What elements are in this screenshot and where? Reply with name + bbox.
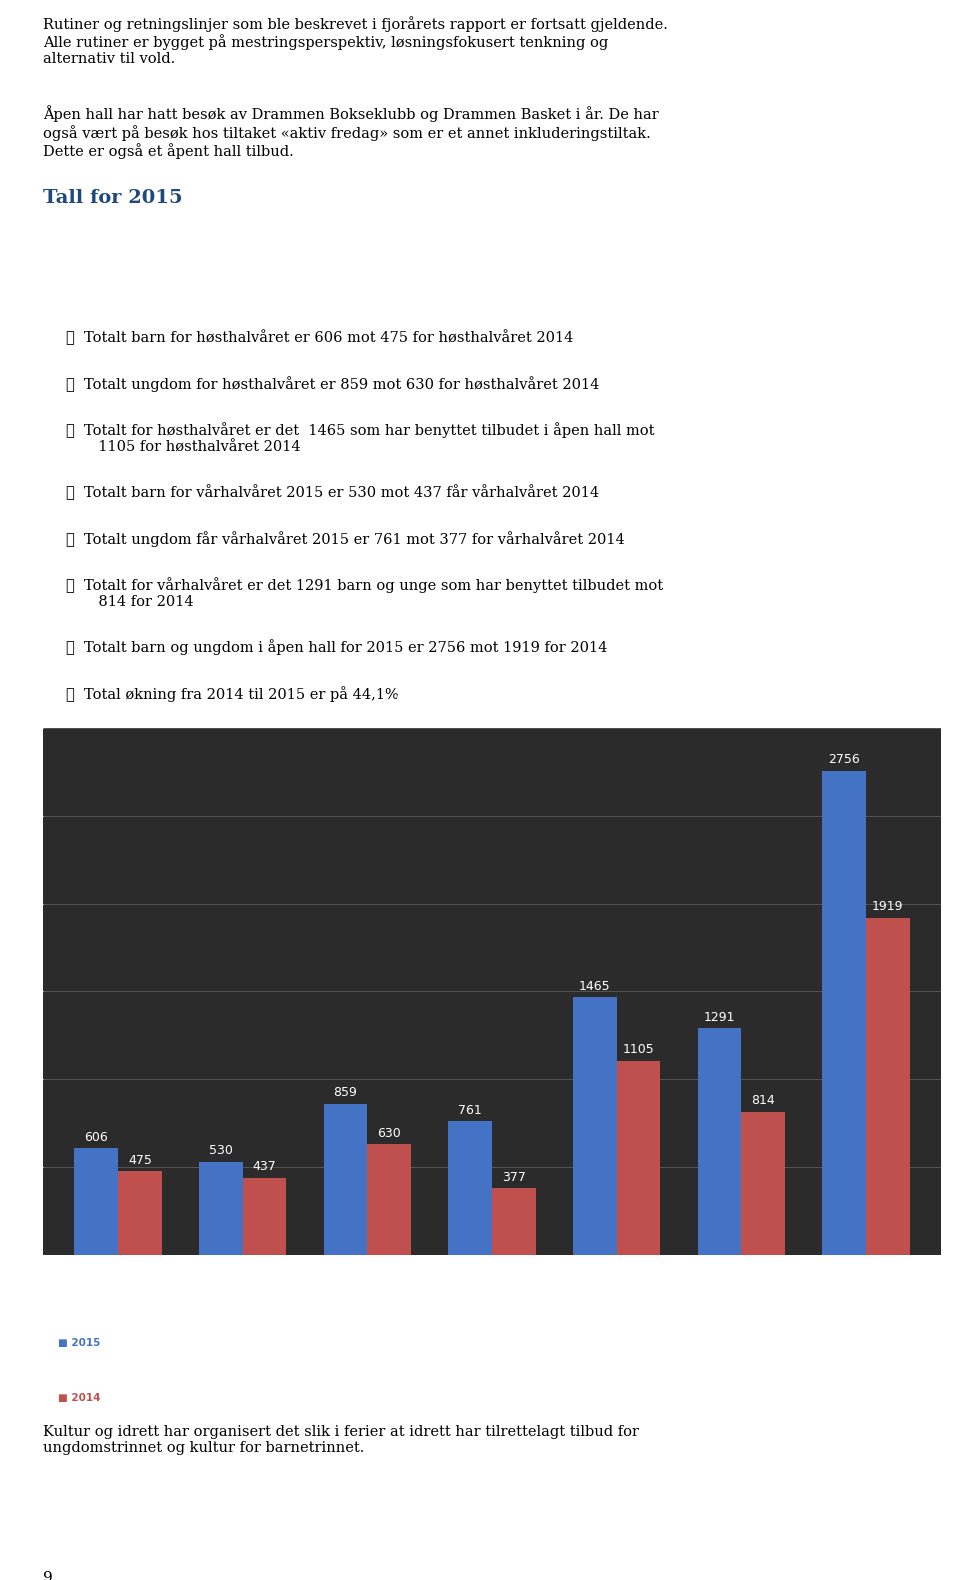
Text: Kultur og idrett har organisert det slik i ferier at idrett har tilrettelagt til: Kultur og idrett har organisert det slik… <box>43 1425 639 1455</box>
Text: 630: 630 <box>377 1127 401 1139</box>
Text: ➤  Totalt for vårhalvåret er det 1291 barn og unge som har benyttet tilbudet mot: ➤ Totalt for vårhalvåret er det 1291 bar… <box>65 577 662 610</box>
Bar <box>866 918 910 1255</box>
Text: ➤  Totalt ungdom for høsthalvåret er 859 mot 630 for høsthalvåret 2014: ➤ Totalt ungdom for høsthalvåret er 859 … <box>65 376 599 392</box>
Text: 814: 814 <box>753 1390 775 1405</box>
Text: Rutiner og retningslinjer som ble beskrevet i fjorårets rapport er fortsatt gjel: Rutiner og retningslinjer som ble beskre… <box>43 16 668 66</box>
Text: ➤  Totalt barn for vårhalvåret 2015 er 530 mot 437 får vårhalvåret 2014: ➤ Totalt barn for vårhalvåret 2015 er 53… <box>65 485 599 501</box>
Bar <box>74 1149 118 1255</box>
Text: 1919: 1919 <box>872 901 903 913</box>
Bar <box>243 1177 286 1255</box>
Text: 630: 630 <box>398 1390 421 1405</box>
Bar <box>199 1161 243 1255</box>
Text: Totalt Høst: Totalt Høst <box>616 1280 676 1291</box>
Text: 1465: 1465 <box>579 980 611 994</box>
Text: ➤  Total økning fra 2014 til 2015 er på 44,1%: ➤ Total økning fra 2014 til 2015 er på 4… <box>65 686 398 702</box>
Text: ➤  Totalt barn for høsthalvåret er 606 mot 475 for høsthalvåret 2014: ➤ Totalt barn for høsthalvåret er 606 mo… <box>65 330 573 344</box>
Text: ➤  Totalt for høsthalvåret er det  1465 som har benyttet tilbudet i åpen hall mo: ➤ Totalt for høsthalvåret er det 1465 so… <box>65 422 654 453</box>
Text: Ungdom Vår: Ungdom Vår <box>493 1280 563 1291</box>
Text: 859: 859 <box>333 1087 357 1100</box>
Bar <box>118 1171 161 1255</box>
Text: 475: 475 <box>128 1153 152 1166</box>
Bar <box>616 1060 660 1255</box>
Text: 606: 606 <box>163 1337 185 1349</box>
Text: 437: 437 <box>280 1390 303 1405</box>
Text: 761: 761 <box>516 1337 540 1349</box>
Text: 377: 377 <box>516 1390 540 1405</box>
Text: 859: 859 <box>398 1337 421 1349</box>
Text: ■ 2015: ■ 2015 <box>58 1338 100 1348</box>
Bar <box>741 1112 785 1255</box>
Bar <box>448 1120 492 1255</box>
Text: 2756: 2756 <box>867 1337 897 1349</box>
Text: Barn Høst: Barn Høst <box>147 1280 202 1291</box>
Text: 1465: 1465 <box>631 1337 660 1349</box>
Text: 437: 437 <box>252 1160 276 1174</box>
Title: ÅPEN HALL FJELL: ÅPEN HALL FJELL <box>392 694 592 719</box>
Bar <box>823 771 866 1255</box>
Text: 606: 606 <box>84 1131 108 1144</box>
Text: ➤  Totalt barn og ungdom i åpen hall for 2015 er 2756 mot 1919 for 2014: ➤ Totalt barn og ungdom i åpen hall for … <box>65 640 607 656</box>
Text: 814: 814 <box>752 1095 775 1108</box>
Text: 1291: 1291 <box>749 1337 779 1349</box>
Text: ➤  Totalt ungdom får vårhalvåret 2015 er 761 mot 377 for vårhalvåret 2014: ➤ Totalt ungdom får vårhalvåret 2015 er … <box>65 531 624 547</box>
Text: 9: 9 <box>43 1571 53 1580</box>
Text: 1291: 1291 <box>704 1011 735 1024</box>
Text: ■ 2014: ■ 2014 <box>58 1392 101 1403</box>
Text: 2756: 2756 <box>828 754 860 766</box>
Bar <box>368 1144 411 1255</box>
Text: 1919: 1919 <box>867 1390 897 1405</box>
Text: Ungdom
Høst: Ungdom Høst <box>386 1275 434 1296</box>
Text: Barn Vår: Barn Vår <box>268 1280 316 1291</box>
Bar <box>698 1029 741 1255</box>
Text: Totalt Barn
og Ungdom: Totalt Barn og Ungdom <box>850 1275 914 1296</box>
Text: 475: 475 <box>163 1390 185 1405</box>
Text: 530: 530 <box>209 1144 232 1157</box>
Text: 1105: 1105 <box>631 1390 660 1405</box>
Text: Tall for 2015: Tall for 2015 <box>43 190 182 207</box>
Bar <box>324 1104 368 1255</box>
Text: 530: 530 <box>281 1337 303 1349</box>
Bar <box>573 997 616 1255</box>
Text: 1105: 1105 <box>623 1043 655 1055</box>
Text: Totalt Vår: Totalt Vår <box>738 1280 790 1291</box>
Text: 377: 377 <box>502 1171 526 1183</box>
Text: Åpen hall har hatt besøk av Drammen Bokseklubb og Drammen Basket i år. De har
og: Åpen hall har hatt besøk av Drammen Boks… <box>43 106 659 160</box>
Text: 761: 761 <box>458 1103 482 1117</box>
Bar <box>492 1188 536 1255</box>
